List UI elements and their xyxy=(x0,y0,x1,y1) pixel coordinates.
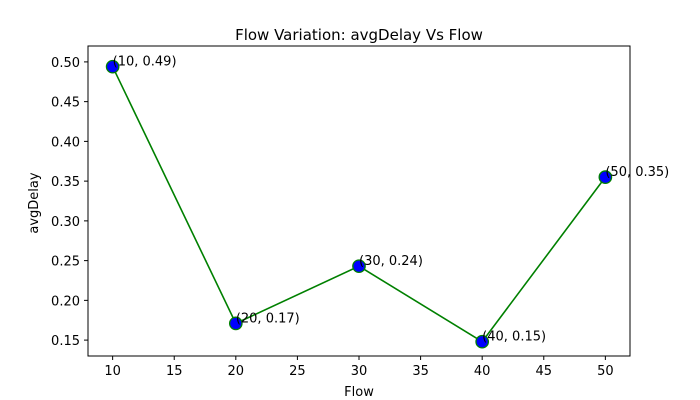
x-tick-label: 50 xyxy=(597,364,614,379)
data-label: (20, 0.17) xyxy=(236,311,300,326)
x-tick-label: 20 xyxy=(228,364,245,379)
x-tick-label: 25 xyxy=(289,364,306,379)
plot-layer: 10 15 20 25 30 35 40 45 50 0.15 0.20 0.25 0.30 0.35 0.… xyxy=(51,45,669,379)
data-label: (40, 0.15) xyxy=(482,330,546,345)
x-tick-label: 30 xyxy=(351,364,368,379)
y-axis-label: avgDelay xyxy=(27,172,42,233)
x-tick-label: 35 xyxy=(412,364,429,379)
y-tick-label: 0.40 xyxy=(51,135,80,150)
y-tick-label: 0.30 xyxy=(51,215,80,230)
x-tick-label: 15 xyxy=(166,364,183,379)
x-tick-label: 10 xyxy=(104,364,121,379)
data-label: (50, 0.35) xyxy=(605,165,669,180)
x-tick-label: 45 xyxy=(535,364,552,379)
x-tick-label: 40 xyxy=(474,364,491,379)
data-label: (30, 0.24) xyxy=(359,254,423,269)
data-point xyxy=(228,316,243,331)
y-tick-label: 0.35 xyxy=(51,175,80,190)
data-point xyxy=(475,334,490,349)
series-line xyxy=(111,66,607,343)
y-tick-label: 0.50 xyxy=(51,56,80,71)
y-tick-label: 0.20 xyxy=(51,294,80,309)
plot-frame xyxy=(87,45,631,357)
y-tick-label: 0.15 xyxy=(51,334,80,349)
data-label: (10, 0.49) xyxy=(113,55,177,70)
data-point xyxy=(105,59,120,74)
data-point xyxy=(352,259,366,274)
data-point xyxy=(598,170,613,185)
chart-title: Flow Variation: avgDelay Vs Flow xyxy=(235,26,483,44)
x-axis-label: Flow xyxy=(344,385,374,400)
y-tick-label: 0.25 xyxy=(51,255,80,270)
y-tick-label: 0.45 xyxy=(51,96,80,111)
